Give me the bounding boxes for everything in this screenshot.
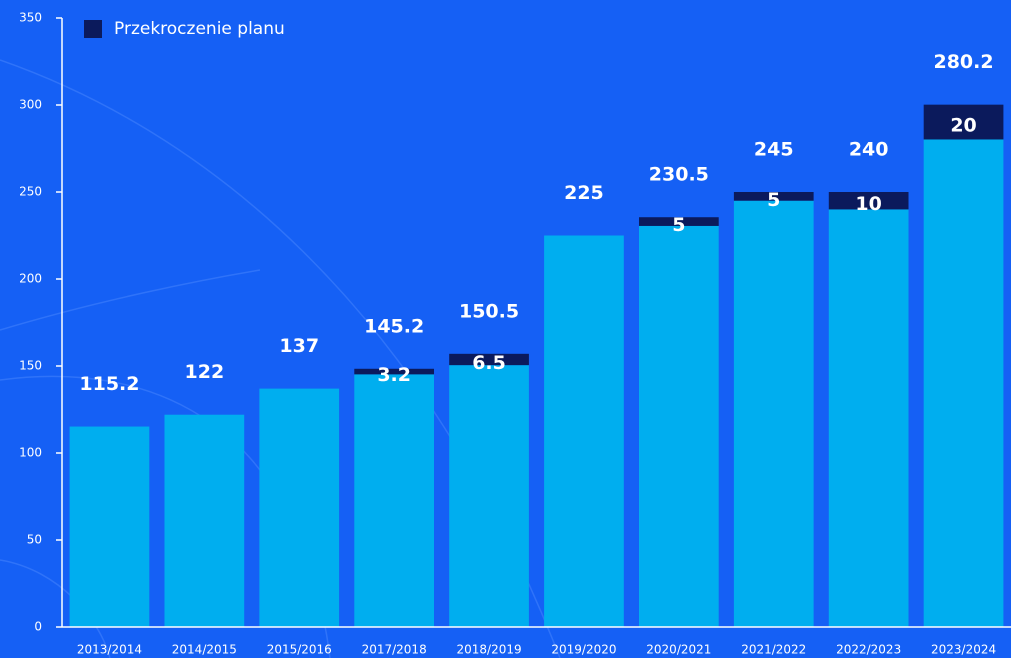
overage-segment <box>828 192 909 210</box>
y-tick-label: 100 <box>19 446 42 460</box>
x-tick-label: 2018/2019 <box>456 643 521 657</box>
bar <box>164 414 245 627</box>
bar <box>923 139 1004 627</box>
bar <box>733 200 814 627</box>
overage-segment <box>733 192 814 201</box>
value-label: 280.2 <box>933 51 993 73</box>
bar <box>638 225 719 627</box>
bar <box>259 388 340 627</box>
value-label: 150.5 <box>459 300 519 322</box>
x-tick-label: 2017/2018 <box>362 643 427 657</box>
legend-swatch <box>84 20 102 38</box>
overage-label: 20 <box>950 115 976 137</box>
value-label: 137 <box>279 335 319 357</box>
bar <box>449 365 529 627</box>
x-tick-label: 2020/2021 <box>646 643 711 657</box>
y-tick-label: 300 <box>19 98 42 112</box>
overage-label: 10 <box>855 193 881 215</box>
value-label: 122 <box>185 361 225 383</box>
y-tick-label: 200 <box>19 272 42 286</box>
x-tick-label: 2014/2015 <box>172 643 237 657</box>
overage-segment <box>923 104 1004 140</box>
value-label: 225 <box>564 182 604 204</box>
overage-label: 3.2 <box>377 364 411 386</box>
y-tick-label: 150 <box>19 359 42 373</box>
x-tick-label: 2021/2022 <box>741 643 806 657</box>
overage-label: 6.5 <box>472 352 506 374</box>
y-tick-label: 250 <box>19 185 42 199</box>
overage-segment <box>354 368 435 375</box>
x-tick-label: 2013/2014 <box>77 643 142 657</box>
value-label: 145.2 <box>364 315 424 337</box>
bar <box>828 209 909 627</box>
bar <box>544 235 624 627</box>
value-label: 240 <box>849 139 889 161</box>
y-tick-label: 0 <box>34 620 42 634</box>
overage-segment <box>638 217 719 226</box>
y-tick-label: 350 <box>19 11 42 25</box>
x-tick-label: 2022/2023 <box>836 643 901 657</box>
x-tick-label: 2023/2024 <box>931 643 996 657</box>
value-label: 115.2 <box>79 373 139 395</box>
value-label: 230.5 <box>649 164 709 186</box>
legend-label: Przekroczenie planu <box>114 19 285 39</box>
x-tick-label: 2015/2016 <box>267 643 332 657</box>
bar <box>354 374 435 627</box>
overage-label: 5 <box>767 189 780 211</box>
y-tick-label: 50 <box>27 533 42 547</box>
overage-label: 5 <box>672 214 685 236</box>
overage-segment <box>449 353 529 366</box>
bar <box>69 426 150 627</box>
value-label: 245 <box>754 139 794 161</box>
x-tick-label: 2019/2020 <box>551 643 616 657</box>
